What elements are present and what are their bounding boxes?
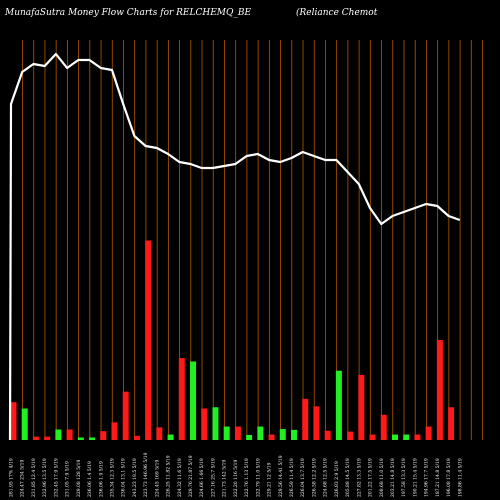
x-tick-label: 224.66 1.66 5/19 bbox=[199, 458, 205, 497]
bar bbox=[145, 240, 152, 440]
x-tick-label: 243.23 19.5 5/19 bbox=[132, 458, 138, 497]
bar bbox=[55, 429, 62, 440]
bar bbox=[347, 431, 354, 440]
bar bbox=[223, 426, 230, 440]
bar bbox=[436, 340, 443, 440]
x-tick-label: 190.21 15.4 5/19 bbox=[412, 458, 418, 497]
bar bbox=[156, 427, 163, 440]
bar bbox=[212, 407, 219, 440]
bar bbox=[10, 402, 17, 440]
bar bbox=[178, 358, 185, 440]
x-tick-label: 226.83 2.9 5/19 bbox=[334, 461, 340, 497]
bar bbox=[32, 436, 39, 440]
chart-title: MunafaSutra Money Flow Charts for RELCHE… bbox=[4, 8, 251, 18]
x-tick-label: 224.45 169 5/19 bbox=[154, 460, 160, 497]
bar bbox=[414, 434, 421, 440]
bar bbox=[89, 437, 96, 440]
bar bbox=[403, 434, 410, 440]
x-tick-label: 281.95 17% 4/19 bbox=[9, 458, 15, 497]
x-tick-label: 197.58 13.3 5/19 bbox=[401, 458, 407, 497]
bar bbox=[246, 434, 253, 440]
bar bbox=[425, 426, 432, 440]
bar bbox=[122, 391, 129, 440]
bar bbox=[391, 434, 398, 440]
bar bbox=[302, 398, 309, 440]
bar bbox=[257, 426, 264, 440]
x-tick-label: 224.32 11.6 5/19 bbox=[177, 458, 183, 497]
x-tick-label: 236.06 1.4 5/19 bbox=[87, 461, 93, 497]
x-tick-label: 229.08 128 5/19 bbox=[76, 460, 82, 497]
bar bbox=[66, 429, 73, 440]
x-tick-label: 226.59 11.4 5/19 bbox=[289, 458, 295, 497]
x-tick-label: 222.79 11.0 5/19 bbox=[255, 458, 261, 497]
x-tick-label: 226.25 11.82 5/19 bbox=[166, 455, 172, 497]
x-tick-label: 227.16 25.7 5/19 bbox=[210, 458, 216, 497]
x-tick-label: 201.22 17.5 5/19 bbox=[368, 458, 374, 497]
bar bbox=[324, 430, 331, 440]
x-tick-label: 227.82 13.3 5/19 bbox=[356, 458, 362, 497]
x-tick-label: 198.86 11.4 5/19 bbox=[457, 458, 463, 497]
bar bbox=[190, 361, 197, 440]
bar bbox=[448, 407, 455, 440]
x-tick-label: 205.88 14.5 5/19 bbox=[345, 458, 351, 497]
bar bbox=[21, 408, 28, 440]
x-tick-labels: 281.95 17% 4/19 224.47 234 5/19 231.85 12.… bbox=[9, 452, 464, 497]
x-tick-label: 232.96 13.5 5/19 bbox=[42, 458, 48, 497]
x-tick-label: 231.85 12.4 5/19 bbox=[31, 458, 37, 497]
x-tick-label: 229.21 12 5/19 bbox=[267, 462, 273, 497]
bar bbox=[167, 434, 174, 440]
bar bbox=[201, 408, 208, 440]
x-tick-label: 236.04 13.1 5/19 bbox=[121, 458, 127, 497]
chart-title-right: (Reliance Chemot bbox=[296, 7, 378, 18]
x-tick-label: 231.05 7.9 5/19 bbox=[65, 461, 71, 497]
bar bbox=[44, 436, 51, 440]
x-tick-label: 229.76 21.87 5/19 bbox=[188, 455, 194, 497]
bar bbox=[313, 406, 320, 440]
x-tick-label: 196.08 17.8 5/19 bbox=[446, 458, 452, 497]
bar bbox=[234, 426, 241, 440]
x-tick-label: 235.34 12.3 5/19 bbox=[109, 458, 115, 497]
bar bbox=[291, 429, 297, 440]
x-tick-label: 203.21 14.8 5/19 bbox=[390, 458, 396, 497]
bar bbox=[100, 431, 107, 440]
x-tick-label: 221.73 142 5/19 bbox=[222, 460, 228, 497]
x-tick-label: 222.20 116 5/19 bbox=[233, 460, 239, 497]
bar bbox=[369, 434, 376, 440]
x-tick-label: 232.45 17.9 5/19 bbox=[53, 458, 59, 497]
bar bbox=[279, 429, 286, 440]
x-tick-label: 187.21 14.8 5/19 bbox=[435, 458, 441, 497]
bar bbox=[133, 435, 140, 440]
bar bbox=[111, 422, 118, 440]
x-tick-label: 226.58 12.2 5/19 bbox=[311, 458, 317, 497]
bar bbox=[358, 374, 365, 440]
x-tick-label: 236.06 1.9 5/19 bbox=[98, 461, 104, 497]
bar bbox=[380, 414, 387, 440]
bars-group bbox=[10, 240, 455, 440]
bar bbox=[268, 434, 275, 440]
x-tick-label: 229.56 14.41 5/19 bbox=[278, 455, 284, 497]
x-tick-label: 194.96 17.7 5/19 bbox=[424, 458, 430, 497]
x-tick-label: 208.68 11.0 5/19 bbox=[379, 458, 385, 497]
bar bbox=[335, 370, 342, 440]
x-tick-label: 224.68 12.5 5/19 bbox=[323, 458, 329, 497]
x-tick-label: 222.76 1.13 5/19 bbox=[244, 458, 250, 497]
x-tick-label: 223.73 146.96 5/19 bbox=[143, 452, 149, 497]
price-line bbox=[8, 52, 461, 441]
x-tick-label: 226.04 13.7 5/19 bbox=[300, 458, 306, 497]
x-tick-label: 224.47 234 5/19 bbox=[20, 460, 26, 497]
bar bbox=[77, 437, 84, 440]
